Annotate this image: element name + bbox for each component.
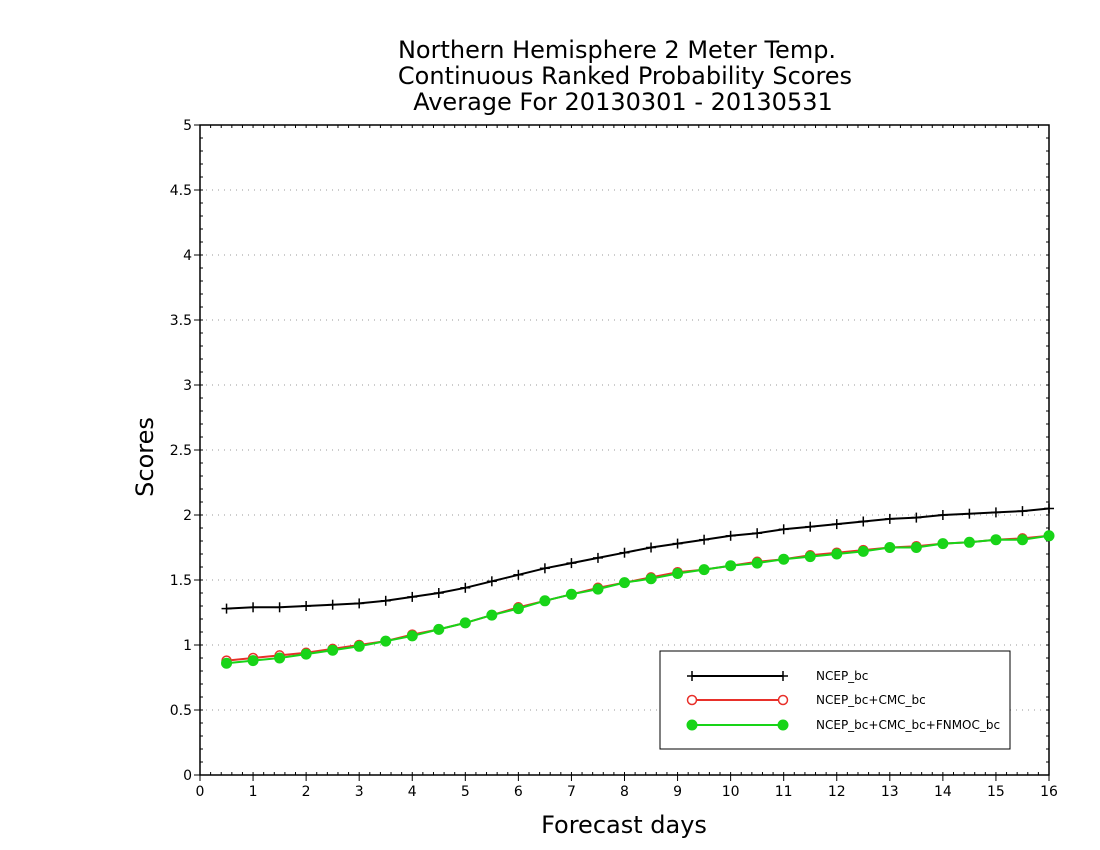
series-3-point — [380, 635, 392, 647]
chart-title: Northern Hemisphere 2 Meter Temp. Contin… — [398, 36, 852, 116]
x-tick-label: 12 — [828, 784, 846, 800]
chart-title-line-3: Average For 20130301 - 20130531 — [413, 88, 833, 116]
y-axis-label: Scores — [131, 417, 159, 497]
series-3-point — [592, 583, 604, 595]
x-tick-label: 7 — [567, 784, 576, 800]
series-3-line — [226, 534, 1050, 665]
legend-marker-start — [686, 694, 698, 706]
x-tick-label: 16 — [1040, 784, 1058, 800]
legend-label: NCEP_bc — [816, 669, 868, 683]
legend-label: NCEP_bc+CMC_bc+FNMOC_bc — [816, 718, 1000, 732]
series-3-point — [778, 553, 790, 565]
legend-label: NCEP_bc+CMC_bc — [816, 693, 926, 707]
series-3-point — [406, 630, 418, 642]
series-3-point — [353, 640, 365, 652]
x-tick-label: 1 — [249, 784, 258, 800]
x-tick-label: 15 — [987, 784, 1005, 800]
gridlines — [200, 189, 1049, 711]
series-3-point — [221, 657, 233, 669]
y-tick-label: 3 — [183, 378, 192, 394]
x-tick-label: 5 — [461, 784, 470, 800]
x-tick-label: 10 — [722, 784, 740, 800]
legend-item-3: NCEP_bc+CMC_bc+FNMOC_bc — [686, 718, 1000, 732]
series-3-point — [963, 536, 975, 548]
series-3-point — [645, 573, 657, 585]
series-3-point — [725, 560, 737, 572]
y-tick-label: 0.5 — [170, 703, 192, 719]
series-3-point — [672, 568, 684, 579]
series-3-point — [884, 542, 896, 553]
x-tick-label: 8 — [620, 784, 629, 800]
series-3-point — [619, 577, 630, 589]
series-3-point — [698, 564, 710, 576]
y-tick-label: 2 — [183, 508, 192, 524]
series-group — [221, 503, 1055, 669]
series-3-point — [327, 644, 339, 656]
series-3-point — [433, 623, 445, 635]
legend-marker-end — [777, 719, 789, 731]
chart-title-line-2: Continuous Ranked Probability Scores — [398, 62, 852, 90]
x-tick-label: 4 — [408, 784, 417, 800]
series-3-point — [300, 648, 312, 660]
y-tick-label: 4.5 — [170, 183, 192, 199]
series-3-point — [274, 652, 286, 664]
series-3-point — [751, 557, 763, 569]
series-3-point — [459, 617, 471, 629]
y-tick-label: 5 — [183, 118, 192, 134]
x-tick-label: 9 — [673, 784, 682, 800]
series-3 — [221, 530, 1055, 669]
series-3-point — [804, 551, 816, 563]
y-tick-label: 2.5 — [170, 443, 192, 459]
series-3-point — [1043, 530, 1055, 542]
series-3-point — [910, 542, 922, 553]
legend-item-2: NCEP_bc+CMC_bc — [686, 693, 926, 707]
y-tick-label: 0 — [183, 768, 192, 784]
x-tick-label: 14 — [934, 784, 952, 800]
x-axis-label: Forecast days — [541, 811, 707, 839]
series-2-line — [226, 534, 1050, 662]
series-3-point — [857, 545, 869, 557]
y-tick-label: 1.5 — [170, 573, 192, 589]
series-3-point — [247, 655, 259, 667]
legend: NCEP_bc NCEP_bc+CMC_bc NCEP_bc+CMC_bc+FNMO… — [659, 650, 1011, 750]
legend-marker-start — [686, 719, 698, 731]
x-tick-label: 11 — [775, 784, 793, 800]
y-tick-label: 1 — [183, 638, 192, 654]
chart-title-line-1: Northern Hemisphere 2 Meter Temp. — [398, 36, 836, 64]
y-tick-label: 4 — [183, 248, 192, 264]
series-2 — [221, 530, 1055, 666]
x-tick-label: 13 — [881, 784, 899, 800]
legend-item-1: NCEP_bc — [687, 669, 868, 683]
x-tick-label: 2 — [302, 784, 311, 800]
series-3-point — [990, 534, 1002, 546]
series-3-point — [512, 603, 524, 615]
x-tick-label: 3 — [355, 784, 364, 800]
series-3-point — [831, 548, 843, 560]
series-1 — [221, 503, 1054, 614]
series-3-point — [486, 609, 498, 621]
series-3-point — [1016, 534, 1028, 546]
series-3-point — [539, 595, 551, 607]
x-tick-label: 0 — [196, 784, 205, 800]
y-tick-label: 3.5 — [170, 313, 192, 329]
series-3-point — [937, 538, 949, 550]
series-1-line — [226, 507, 1050, 610]
series-3-point — [565, 588, 577, 600]
x-tick-label: 6 — [514, 784, 523, 800]
legend-marker-end — [777, 694, 789, 706]
